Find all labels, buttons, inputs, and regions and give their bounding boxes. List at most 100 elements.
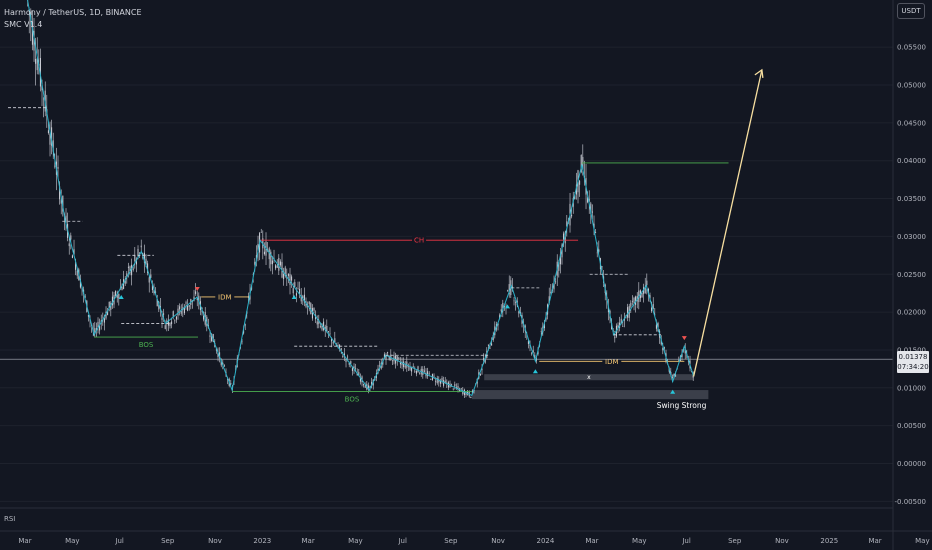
candle-body (121, 287, 123, 291)
bullish-marker (532, 369, 538, 374)
idm-label: IDM (218, 293, 232, 301)
candle-body (563, 233, 565, 240)
candle-body (118, 293, 120, 299)
candle-body (284, 267, 286, 276)
candle-body (155, 291, 157, 293)
candle-body (460, 388, 462, 390)
x-tick-label: Jul (397, 537, 407, 545)
candle-body (289, 274, 291, 285)
zones: Swing Strong x (471, 374, 709, 410)
candle-body (391, 360, 393, 362)
candle-body (131, 264, 133, 276)
candle-body (518, 311, 520, 314)
candle-body (351, 368, 353, 371)
candle-body (607, 306, 609, 313)
choch-label: CH (414, 237, 424, 245)
candle-body (596, 252, 598, 254)
bos-label: BOS (345, 396, 360, 404)
candle-body (491, 343, 493, 346)
candle-body (593, 223, 595, 229)
candle-body (183, 307, 185, 314)
candle-body (620, 318, 622, 324)
candle-body (540, 331, 542, 332)
candle-body (462, 390, 464, 395)
candle-body (481, 368, 483, 370)
candle-body (137, 248, 139, 256)
currency-button[interactable]: USDT (897, 3, 925, 19)
candle-body (326, 325, 328, 332)
x-tick-label: Jul (114, 537, 124, 545)
candle-body (580, 154, 582, 173)
candle-body (171, 321, 173, 325)
candle-body (175, 316, 177, 320)
swing-strong-zone (471, 390, 709, 400)
candle-body (358, 372, 360, 376)
candle-body (268, 248, 270, 260)
order-block-zone (484, 374, 694, 381)
candle-body (36, 58, 38, 71)
y-tick-label: 0.01500 (897, 346, 926, 354)
x-tick-label: 2025 (820, 537, 838, 545)
candle-body (68, 243, 70, 247)
candle-body (271, 260, 273, 265)
candle-body (467, 390, 469, 395)
candle-body (305, 301, 307, 307)
candle-body (507, 290, 509, 292)
candle-body (492, 335, 494, 341)
x-tick-label: Nov (208, 537, 222, 545)
candle-body (174, 320, 176, 322)
candle-body (324, 326, 326, 330)
candle-body (571, 214, 573, 217)
candle-body (534, 354, 536, 359)
candle-body (57, 167, 59, 169)
candle-body (443, 380, 445, 386)
y-tick-label: 0.04500 (897, 119, 926, 127)
candle-body (379, 365, 381, 367)
candle-body (116, 294, 118, 298)
indicator-label[interactable]: SMC V1.4 (4, 20, 43, 29)
candle-body (132, 268, 134, 270)
candle-body (411, 367, 413, 372)
candle-body (278, 257, 280, 271)
candle-body (590, 203, 592, 215)
candle-body (292, 288, 294, 294)
candle-body (340, 348, 342, 351)
candle-body (451, 383, 453, 385)
candle-body (334, 338, 336, 343)
candle-body (663, 347, 665, 349)
candle-body (455, 387, 457, 388)
y-tick-label: 0.03500 (897, 195, 926, 203)
candle-body (651, 307, 653, 312)
candle-body (211, 333, 213, 341)
candle-body (172, 311, 174, 317)
x-tick-label: May (915, 537, 929, 545)
candle-body (311, 307, 313, 319)
candle-body (60, 199, 62, 204)
x-tick-label: Mar (585, 537, 598, 545)
candle-body (502, 302, 504, 312)
candle-body (566, 221, 568, 227)
candle-body (415, 370, 417, 374)
candle-body (164, 325, 166, 329)
candle-body (489, 348, 491, 349)
candle-body (438, 379, 440, 383)
candle-body (644, 286, 646, 294)
level-label-background (215, 292, 235, 301)
candle-body (300, 295, 302, 302)
candle-body (363, 384, 365, 386)
candle-body (404, 365, 406, 368)
candle-body (671, 377, 673, 379)
candle-body (110, 303, 112, 310)
markers (118, 286, 687, 394)
candle-body (140, 245, 142, 248)
candle-body (419, 373, 421, 375)
candle-body (163, 313, 165, 315)
candle-body (124, 279, 126, 284)
x-tick-label: Mar (18, 537, 31, 545)
candle-body (422, 368, 424, 375)
candle-body (147, 263, 149, 273)
y-tick-label: 0.01000 (897, 384, 926, 392)
candle-body (255, 255, 257, 259)
bullish-marker (504, 304, 510, 309)
